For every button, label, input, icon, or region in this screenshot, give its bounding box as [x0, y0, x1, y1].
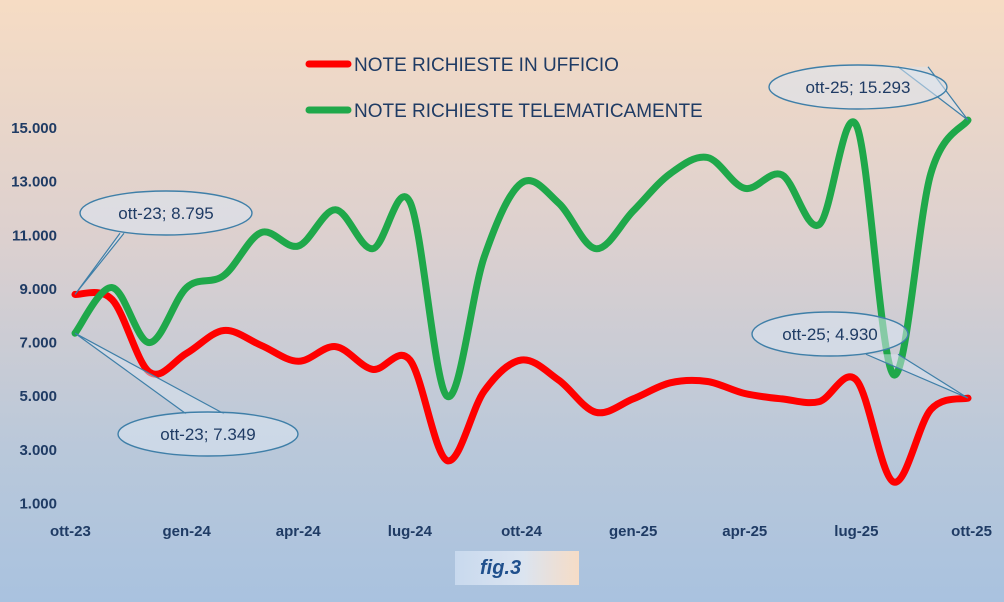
x-tick-label: gen-24	[162, 523, 211, 540]
data-callout: ott-25; 4.930	[751, 311, 969, 399]
callouts: ott-23; 8.795 ott-23; 7.349 ott-25; 15.293…	[74, 64, 969, 457]
y-tick-label: 3.000	[19, 442, 57, 459]
x-tick-label: lug-25	[834, 523, 878, 540]
callout-pointer	[74, 332, 225, 415]
figure-caption-label: fig.3	[480, 557, 522, 579]
callout-bubble	[768, 64, 948, 110]
callout-label: ott-23; 7.349	[160, 425, 255, 444]
series-lines	[71, 116, 972, 486]
y-tick-label: 13.000	[11, 174, 57, 191]
callout-bubble	[751, 311, 909, 357]
y-tick-label: 11.000	[12, 227, 57, 244]
y-tick-label: 9.000	[19, 281, 57, 298]
x-axis: ott-23 gen-24 apr-24 lug-24 ott-24 gen-25 apr-…	[50, 523, 992, 540]
x-tick-label: lug-24	[388, 523, 433, 540]
y-tick-label: 1.000	[19, 496, 57, 513]
callout-label: ott-25; 4.930	[782, 325, 877, 344]
x-tick-label: apr-25	[722, 523, 767, 540]
legend-item-ufficio: NOTE RICHIESTE IN UFFICIO	[305, 55, 619, 76]
x-tick-label: gen-25	[609, 523, 657, 540]
y-tick-label: 5.000	[19, 388, 57, 405]
y-tick-label: 7.000	[19, 335, 57, 352]
legend-item-telematiche: NOTE RICHIESTE TELEMATICAMENTE	[305, 101, 703, 122]
legend-label: NOTE RICHIESTE TELEMATICAMENTE	[354, 101, 703, 122]
x-tick-label: ott-24	[501, 523, 542, 540]
callout-bubble	[117, 411, 299, 457]
x-tick-label: ott-23	[50, 523, 91, 540]
callout-bubble	[79, 190, 253, 236]
data-callout: ott-23; 7.349	[74, 332, 299, 457]
series-line-telematiche	[71, 116, 972, 400]
series-line-ufficio	[71, 289, 972, 486]
callout-label: ott-25; 15.293	[806, 78, 911, 97]
figure-caption: fig.3	[455, 551, 579, 585]
callout-pointer	[865, 353, 969, 399]
y-tick-label: 15.000	[11, 120, 57, 137]
legend-label: NOTE RICHIESTE IN UFFICIO	[354, 55, 619, 76]
callout-label: ott-23; 8.795	[118, 204, 213, 223]
data-callout: ott-23; 8.795	[74, 190, 253, 295]
callout-pointer	[74, 232, 125, 295]
legend: NOTE RICHIESTE IN UFFICIO NOTE RICHIESTE …	[305, 55, 703, 122]
data-callout: ott-25; 15.293	[768, 64, 969, 121]
x-tick-label: ott-25	[951, 523, 992, 540]
x-tick-label: apr-24	[276, 523, 322, 540]
y-axis: 1.000 3.000 5.000 7.000 9.000 11.000 13.000 15.…	[11, 120, 57, 513]
